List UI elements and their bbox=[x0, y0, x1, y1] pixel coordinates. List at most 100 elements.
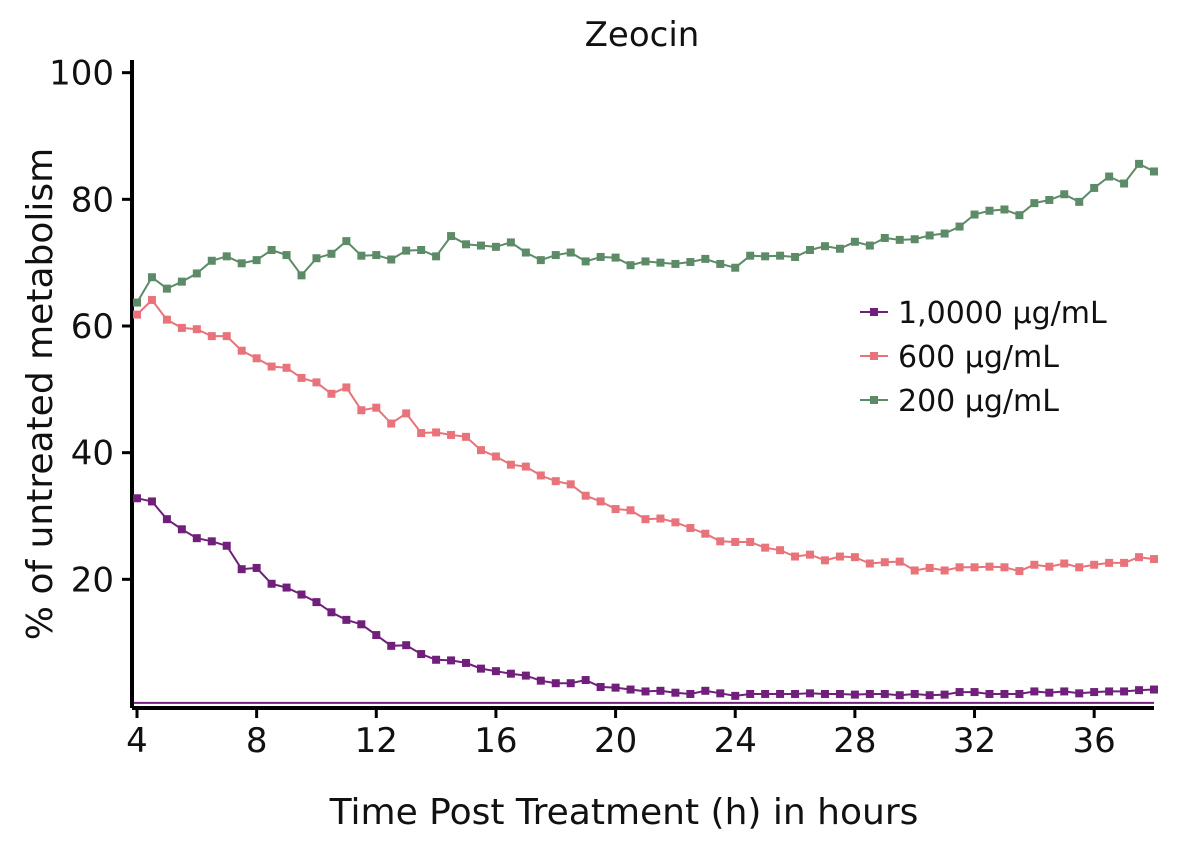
data-point bbox=[626, 261, 635, 270]
legend-item: 200 µg/mL bbox=[860, 384, 1059, 419]
x-tick-label: 12 bbox=[355, 721, 398, 761]
plot-area: 20 40 60 80 100 4 8 12 16 20 24 28 32 36 bbox=[49, 54, 1158, 761]
data-point bbox=[820, 242, 829, 251]
data-point bbox=[357, 406, 366, 415]
data-point bbox=[656, 258, 665, 267]
data-point bbox=[1135, 553, 1144, 562]
data-point bbox=[641, 257, 650, 266]
data-point bbox=[342, 237, 351, 246]
data-point bbox=[1030, 199, 1039, 208]
data-point bbox=[910, 566, 919, 575]
data-point bbox=[1150, 685, 1158, 694]
data-point bbox=[940, 690, 949, 699]
data-point bbox=[402, 246, 411, 255]
data-point bbox=[1045, 195, 1054, 204]
data-point bbox=[177, 525, 186, 534]
data-point bbox=[462, 658, 471, 667]
data-point bbox=[417, 246, 426, 254]
data-point bbox=[656, 514, 665, 523]
data-point bbox=[1075, 689, 1084, 698]
data-point bbox=[447, 656, 456, 665]
data-point bbox=[551, 477, 560, 486]
data-point bbox=[985, 562, 994, 571]
x-tick-label: 8 bbox=[246, 721, 268, 761]
data-point bbox=[641, 687, 650, 696]
data-point bbox=[267, 362, 276, 371]
data-point bbox=[1060, 190, 1069, 199]
legend: 1,0000 µg/mL 600 µg/mL 200 µg/mL bbox=[860, 296, 1107, 419]
y-axis-title: % of untreated metabolism bbox=[20, 148, 61, 640]
data-point bbox=[357, 251, 366, 260]
data-point bbox=[656, 686, 665, 695]
data-point bbox=[506, 238, 515, 247]
data-point bbox=[162, 315, 171, 324]
data-point bbox=[432, 428, 441, 437]
data-point bbox=[701, 254, 710, 263]
y-tick-label: 40 bbox=[71, 434, 114, 474]
data-point bbox=[462, 240, 471, 249]
data-point bbox=[686, 524, 695, 533]
data-point bbox=[1000, 563, 1009, 572]
data-point bbox=[955, 688, 964, 697]
data-point bbox=[1105, 687, 1114, 696]
data-point bbox=[1105, 558, 1114, 567]
data-point bbox=[417, 429, 426, 438]
data-point bbox=[207, 537, 216, 546]
data-point bbox=[806, 550, 815, 559]
data-point bbox=[1150, 167, 1158, 176]
data-point bbox=[716, 689, 725, 698]
data-point bbox=[835, 244, 844, 253]
data-point bbox=[147, 273, 156, 282]
data-point bbox=[521, 671, 530, 680]
data-point bbox=[910, 689, 919, 698]
data-point bbox=[626, 685, 635, 694]
data-point bbox=[327, 249, 336, 258]
data-point bbox=[761, 543, 770, 552]
data-point bbox=[1030, 560, 1039, 569]
data-point bbox=[895, 691, 904, 700]
data-point bbox=[252, 256, 261, 265]
data-point bbox=[791, 552, 800, 561]
legend-item: 1,0000 µg/mL bbox=[860, 296, 1107, 331]
data-point bbox=[1135, 159, 1144, 168]
data-point bbox=[1045, 562, 1054, 571]
data-point bbox=[820, 556, 829, 565]
data-point bbox=[1090, 183, 1099, 192]
data-point bbox=[282, 363, 291, 372]
data-point bbox=[267, 579, 276, 588]
data-point bbox=[177, 323, 186, 332]
legend-label: 600 µg/mL bbox=[898, 340, 1059, 375]
data-point bbox=[1060, 559, 1069, 568]
data-point bbox=[476, 446, 485, 455]
data-point bbox=[880, 558, 889, 567]
data-point bbox=[731, 537, 740, 546]
data-point bbox=[611, 253, 620, 262]
data-point bbox=[746, 537, 755, 546]
data-point bbox=[297, 271, 306, 280]
data-point bbox=[671, 518, 680, 527]
data-point bbox=[581, 491, 590, 500]
data-point bbox=[985, 206, 994, 215]
data-point bbox=[252, 563, 261, 572]
data-point bbox=[880, 233, 889, 242]
legend-swatch-marker bbox=[870, 308, 878, 316]
x-axis-title: Time Post Treatment (h) in hours bbox=[329, 792, 919, 833]
data-point bbox=[162, 284, 171, 293]
data-point bbox=[402, 641, 411, 650]
data-point bbox=[387, 255, 396, 264]
data-point bbox=[970, 210, 979, 219]
data-point bbox=[447, 232, 456, 241]
data-point bbox=[536, 676, 545, 685]
data-point bbox=[701, 686, 710, 695]
data-point bbox=[491, 242, 500, 251]
data-point bbox=[342, 383, 351, 392]
data-point bbox=[237, 565, 246, 574]
x-tick-label: 20 bbox=[594, 721, 637, 761]
data-point bbox=[132, 494, 141, 503]
x-tick-label: 28 bbox=[833, 721, 876, 761]
data-point bbox=[731, 691, 740, 700]
data-point bbox=[237, 346, 246, 355]
data-point bbox=[312, 378, 321, 387]
data-point bbox=[372, 403, 381, 412]
